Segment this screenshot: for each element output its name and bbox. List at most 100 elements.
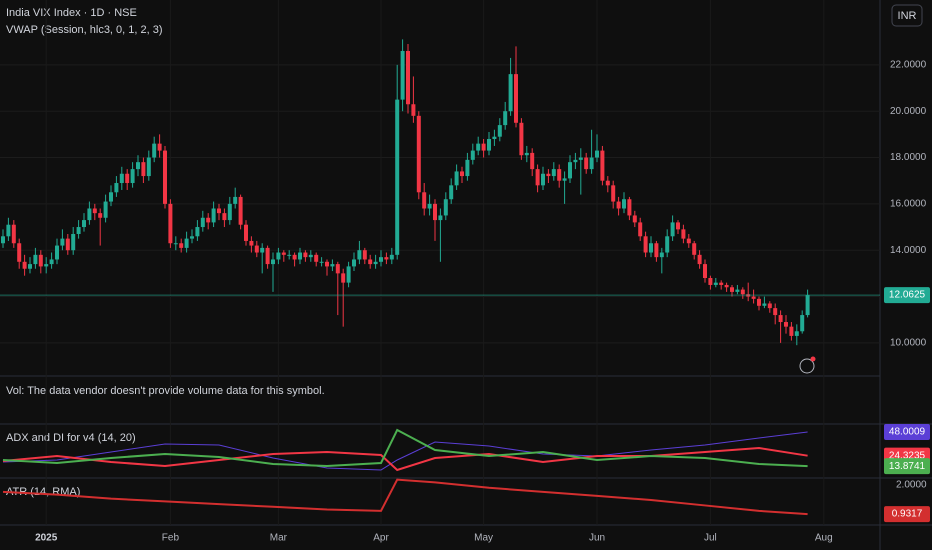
indicator-title: ADX and DI for v4 (14, 20) (6, 432, 136, 444)
currency-button[interactable] (891, 4, 923, 27)
candle-body (249, 240, 254, 246)
candle-body (703, 264, 707, 279)
candle-body (55, 245, 59, 260)
candle-body (578, 157, 583, 160)
candle-body (708, 278, 713, 285)
indicator-title: VWAP (Session, hlc3, 0, 1, 2, 3) (6, 24, 163, 36)
candle-body (805, 295, 810, 316)
candle-body (789, 326, 794, 336)
candle-body (389, 254, 394, 260)
candle-body (757, 298, 761, 306)
value-label: 13.8741 (889, 461, 926, 472)
candle-body (325, 261, 329, 267)
candle-body (190, 236, 194, 239)
candle-body (778, 315, 783, 323)
indicator-line (2, 431, 808, 471)
candle-body (308, 254, 313, 258)
candle-body (362, 250, 367, 260)
candle-body (643, 236, 648, 253)
candle-body (400, 50, 405, 100)
candle-body (697, 254, 702, 265)
currency-label[interactable]: INR (898, 10, 917, 22)
candle-body (751, 296, 756, 299)
candle-body (427, 203, 432, 209)
candle-body (244, 224, 248, 241)
candle-body (49, 259, 54, 265)
candle-body (406, 50, 410, 105)
candle-body (530, 152, 535, 170)
candle-body (352, 259, 356, 267)
candle-body (92, 208, 97, 214)
candle-body (497, 125, 502, 137)
candle-body (713, 282, 718, 285)
indicator-line (2, 446, 808, 472)
candle-body (454, 171, 459, 186)
candle-body (103, 201, 108, 218)
candle-body (11, 224, 16, 244)
candle-body (546, 173, 551, 177)
y-tick-label: 18.0000 (890, 152, 927, 163)
candle-body (330, 264, 335, 267)
candle-body (681, 229, 686, 239)
candle-body (319, 261, 324, 263)
candle-body (357, 250, 362, 260)
candle-body (368, 259, 373, 265)
candle-body (622, 199, 626, 209)
candle-body (157, 143, 162, 151)
candle-body (784, 322, 788, 327)
candle-body (287, 254, 292, 256)
x-tick-label: Apr (373, 533, 389, 544)
candle-body (44, 264, 49, 267)
value-label-bg (884, 458, 930, 475)
candle-body (206, 217, 211, 223)
candle-body (276, 252, 281, 260)
alert-dot (810, 356, 816, 362)
candle-body (6, 224, 11, 237)
candle-body (146, 157, 151, 177)
y-tick-label: 14.0000 (890, 245, 927, 256)
candle-body (373, 261, 378, 265)
candle-body (740, 289, 745, 295)
alert-icon[interactable] (799, 358, 815, 374)
candle-body (800, 315, 805, 332)
candle-body (649, 243, 653, 253)
volume-note: Vol: The data vendor doesn't provide vol… (6, 385, 325, 397)
value-label-bg (884, 506, 930, 523)
candle-body (632, 215, 637, 223)
candle-body (200, 217, 205, 228)
candle-body (82, 220, 86, 228)
candle-body (416, 115, 421, 193)
x-tick-label: Jul (704, 533, 717, 544)
candle-body (524, 152, 529, 156)
candle-body (265, 247, 270, 265)
candle-body (109, 192, 113, 202)
x-tick-label: Jun (589, 533, 605, 544)
candle-body (211, 208, 216, 223)
candle-body (562, 178, 567, 181)
candle-body (659, 252, 664, 258)
candle-body (76, 227, 81, 234)
candle-body (492, 136, 497, 140)
candle-body (281, 252, 286, 255)
candle-body (379, 257, 383, 262)
candle-body (584, 157, 589, 170)
candle-body (735, 289, 740, 292)
candle-body (141, 162, 146, 177)
candle-body (595, 150, 599, 158)
x-tick-label: Aug (815, 533, 833, 544)
candle-body (184, 238, 189, 248)
candle-body (217, 208, 221, 214)
candle-body (65, 238, 70, 251)
candle-body (460, 171, 464, 177)
y-tick-label: 10.0000 (890, 338, 927, 349)
candle-body (724, 284, 729, 288)
candle-body (449, 185, 454, 200)
candle-body (794, 331, 799, 336)
candle-body (395, 99, 400, 255)
value-label-bg (884, 423, 930, 440)
candle-body (33, 254, 38, 265)
chart-title: India VIX Index · 1D · NSE (6, 7, 137, 19)
candle-body (125, 173, 130, 184)
candle-body (519, 122, 524, 156)
